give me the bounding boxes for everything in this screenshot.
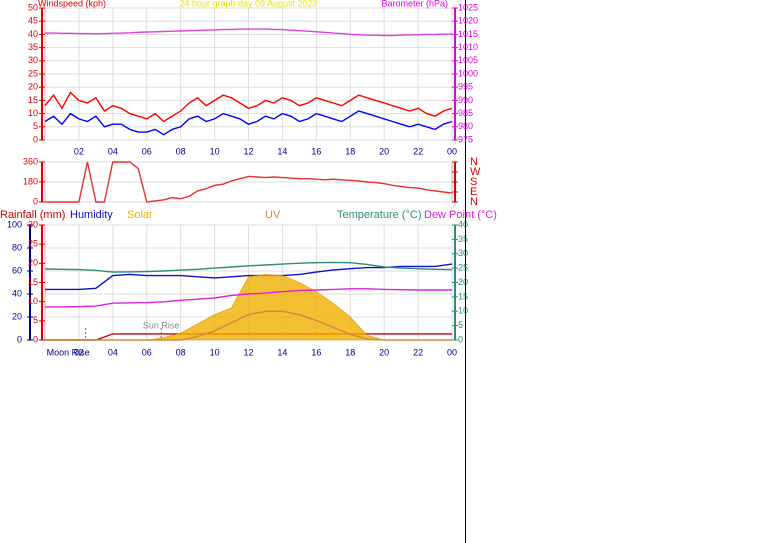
y-tick-label: 5 xyxy=(458,320,463,330)
x-tick-label: 14 xyxy=(277,146,287,156)
y-axis-title: Windspeed (kph) xyxy=(38,0,106,8)
x-tick-label: 18 xyxy=(345,347,355,357)
annotation: Sun Rise xyxy=(143,320,180,330)
x-tick-label: 16 xyxy=(311,347,321,357)
x-tick-label: 04 xyxy=(108,347,118,357)
y-tick-label: 0 xyxy=(33,196,38,206)
y-tick-label: 40 xyxy=(28,29,38,39)
legend-label: Temperature (°C) xyxy=(337,209,421,221)
y-tick-label: N xyxy=(470,196,478,208)
y-tick-label: 30 xyxy=(458,248,468,258)
y-tick-label: 20 xyxy=(28,82,38,92)
y-tick-label: 15 xyxy=(28,277,38,287)
x-tick-label: 22 xyxy=(413,146,423,156)
y-tick-label: N xyxy=(470,156,478,168)
y-tick-label: 30 xyxy=(28,55,38,65)
x-tick-label: 10 xyxy=(210,347,220,357)
chart-title: 24 hour graph day 09 August 2023 xyxy=(179,0,317,8)
y-tick-label: 10 xyxy=(458,306,468,316)
x-tick-label: 18 xyxy=(345,146,355,156)
series-line xyxy=(45,28,452,37)
legend-label: Solar xyxy=(127,209,153,221)
series-line xyxy=(44,261,453,273)
legend-label: Humidity xyxy=(70,209,113,221)
y-tick-label: 1010 xyxy=(458,42,478,52)
y-tick-label: 980 xyxy=(458,121,473,131)
x-tick-label: 20 xyxy=(379,347,389,357)
y-tick-label: 20 xyxy=(12,311,22,321)
y-tick-label: 0 xyxy=(17,334,22,344)
x-tick-label: 10 xyxy=(210,146,220,156)
y-tick-label: 990 xyxy=(458,95,473,105)
x-tick-label: 12 xyxy=(243,347,253,357)
x-tick-label: 02 xyxy=(74,347,84,357)
x-tick-label: 04 xyxy=(108,146,118,156)
y-tick-label: 985 xyxy=(458,108,473,118)
y-tick-label: W xyxy=(470,166,481,178)
legend-label: Dew Point (°C) xyxy=(424,209,497,221)
y-tick-label: 50 xyxy=(28,2,38,12)
y-tick-label: 35 xyxy=(458,234,468,244)
y-tick-label: 5 xyxy=(33,315,38,325)
x-tick-label: 00 xyxy=(447,146,457,156)
y-tick-label: 15 xyxy=(458,291,468,301)
y-tick-label: 20 xyxy=(458,277,468,287)
y-tick-label: 45 xyxy=(28,16,38,26)
x-tick-label: 14 xyxy=(277,347,287,357)
series-line xyxy=(45,288,452,308)
y-tick-label: 80 xyxy=(12,242,22,252)
y-tick-label: 100 xyxy=(7,219,22,229)
x-tick-label: 16 xyxy=(311,146,321,156)
y-tick-label: 975 xyxy=(458,134,473,144)
y2-axis-title: Barometer (hPa) xyxy=(381,0,448,8)
y-tick-label: 25 xyxy=(458,263,468,273)
x-tick-label: 08 xyxy=(176,146,186,156)
y-tick-label: 10 xyxy=(28,296,38,306)
y-tick-label: S xyxy=(470,176,477,188)
series-line xyxy=(44,110,453,136)
y-tick-label: 1025 xyxy=(458,2,478,12)
y-tick-label: 1005 xyxy=(458,55,478,65)
x-tick-label: 08 xyxy=(176,347,186,357)
y-tick-label: 40 xyxy=(12,288,22,298)
x-tick-label: 00 xyxy=(447,347,457,357)
y-tick-label: 25 xyxy=(28,68,38,78)
x-tick-label: 12 xyxy=(243,146,253,156)
y-tick-label: 25 xyxy=(28,239,38,249)
series-line xyxy=(45,310,452,341)
x-tick-label: 20 xyxy=(379,146,389,156)
series-line xyxy=(44,91,453,123)
legend-label: Rainfall (mm) xyxy=(0,209,65,221)
annotation: Moon Rise xyxy=(47,347,90,357)
y-tick-label: 60 xyxy=(12,265,22,275)
y-tick-label: 1015 xyxy=(458,29,478,39)
y-tick-label: 1020 xyxy=(458,16,478,26)
y-tick-label: 0 xyxy=(33,134,38,144)
y-tick-label: 35 xyxy=(28,42,38,52)
x-tick-label: 06 xyxy=(142,146,152,156)
y-tick-label: 180 xyxy=(23,176,38,186)
y-tick-label: E xyxy=(470,186,477,198)
y-tick-label: 20 xyxy=(28,258,38,268)
y-tick-label: 0 xyxy=(33,334,38,344)
x-tick-label: 06 xyxy=(142,347,152,357)
y-tick-label: 30 xyxy=(28,219,38,229)
y-tick-label: 995 xyxy=(458,82,473,92)
y-tick-label: 1000 xyxy=(458,68,478,78)
y-tick-label: 360 xyxy=(23,156,38,166)
y-tick-label: 0 xyxy=(458,334,463,344)
y-tick-label: 10 xyxy=(28,108,38,118)
series-line xyxy=(45,161,453,203)
legend-label: UV xyxy=(265,209,281,221)
y-tick-label: 40 xyxy=(458,219,468,229)
x-tick-label: 22 xyxy=(413,347,423,357)
y-tick-label: 5 xyxy=(33,121,38,131)
x-tick-label: 02 xyxy=(74,146,84,156)
y-tick-label: 15 xyxy=(28,95,38,105)
